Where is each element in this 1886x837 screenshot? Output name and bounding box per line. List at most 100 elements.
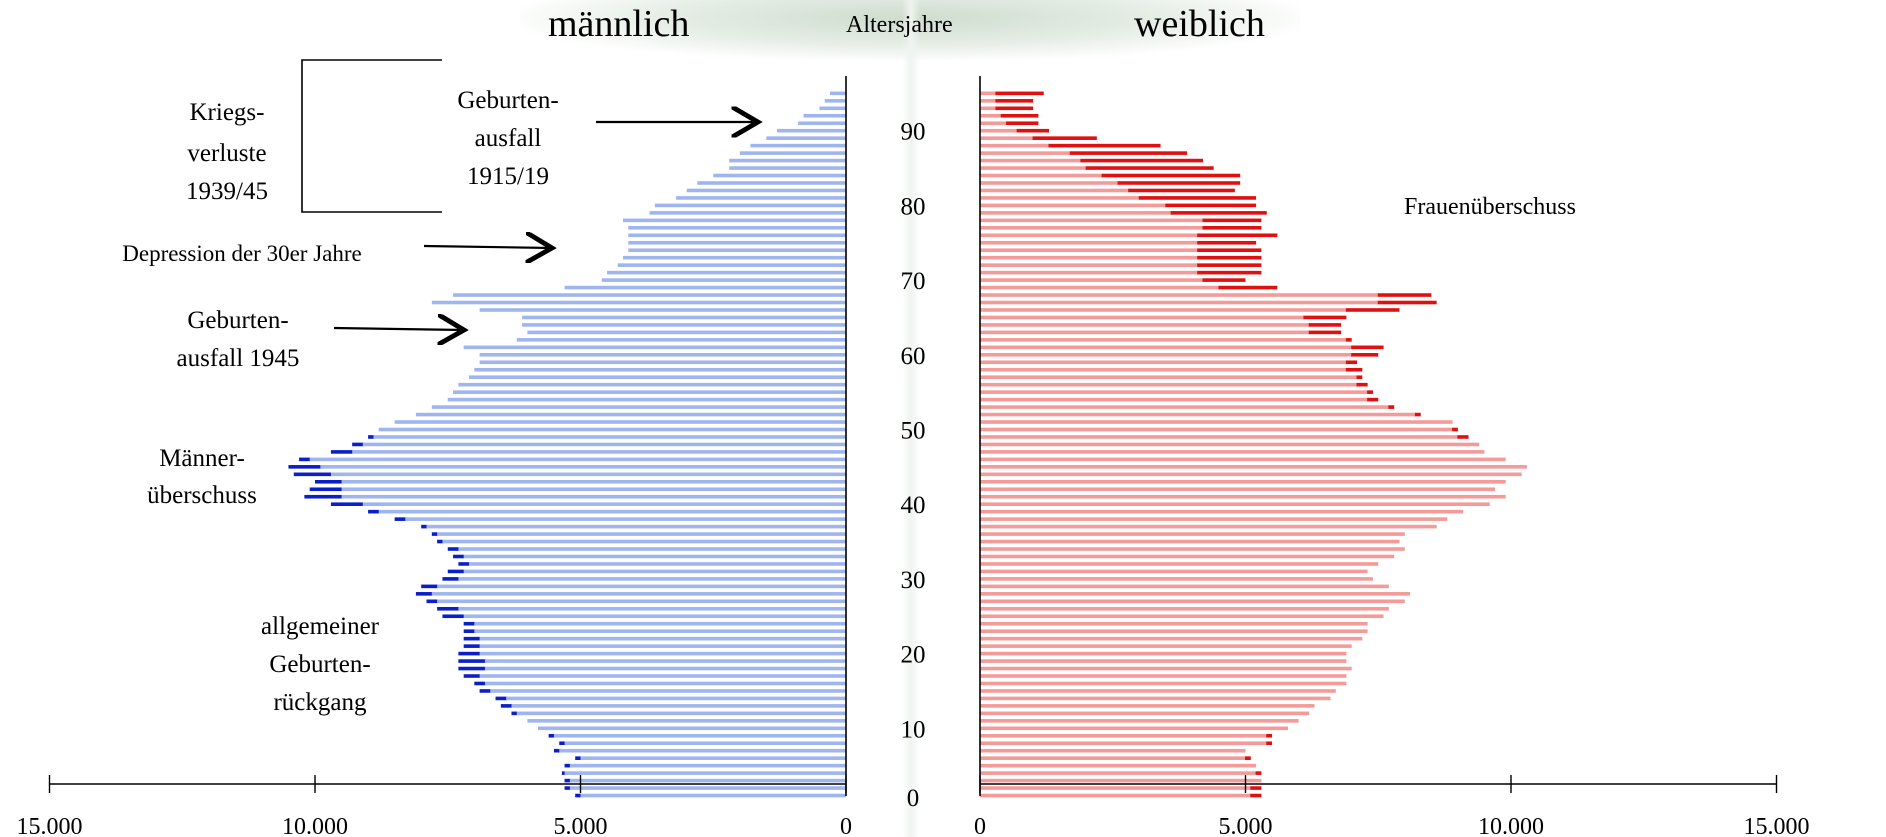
female-bar-age-76 — [980, 233, 1198, 238]
male-bar-age-61 — [463, 345, 846, 350]
geburtenausfall-1915-line-3: 1915/19 — [467, 163, 549, 190]
female-x-tick-label: 10.000 — [1478, 814, 1544, 837]
female-bar-age-19 — [980, 659, 1347, 663]
female-bar-age-30 — [980, 577, 1373, 581]
female-bar-age-73 — [980, 255, 1198, 260]
male-surplus-bar-age-4 — [561, 771, 566, 775]
male-surplus-bar-age-3 — [564, 778, 571, 783]
geburtenausfall-1915-line-1: Geburten- — [457, 87, 558, 114]
male-surplus-bar-age-5 — [564, 763, 571, 768]
male-bar-age-57 — [468, 375, 846, 380]
male-bar-age-2 — [569, 786, 846, 790]
male-surplus-bar-age-40 — [330, 502, 364, 506]
male-bar-age-68 — [453, 293, 846, 297]
age-tick-label: 60 — [901, 343, 926, 370]
male-bar-age-25 — [463, 614, 846, 619]
male-bar-age-24 — [474, 621, 846, 626]
arrow-geburtenausfall-1945 — [333, 328, 464, 330]
female-surplus-bar-age-82 — [1128, 188, 1235, 193]
male-bar-age-19 — [484, 659, 846, 663]
kriegsverluste-bracket — [301, 59, 442, 213]
title-maennlich: männlich — [548, 3, 690, 45]
male-surplus-bar-age-24 — [463, 621, 475, 626]
male-bar-age-22 — [479, 636, 846, 641]
male-bar-age-14 — [506, 696, 846, 701]
female-surplus-bar-age-87 — [1069, 151, 1188, 155]
annotation-depression: Depression der 30er Jahre — [122, 241, 362, 266]
male-surplus-bar-age-21 — [463, 644, 481, 648]
female-bar-age-16 — [980, 681, 1347, 686]
female-bar-age-28 — [980, 592, 1411, 596]
female-bar-age-84 — [980, 173, 1103, 178]
female-surplus-bar-age-90 — [1016, 128, 1050, 133]
female-surplus-bar-age-55 — [1367, 390, 1373, 394]
center-background-strip — [902, 0, 920, 837]
male-surplus-bar-age-33 — [453, 554, 465, 559]
female-surplus-bar-age-92 — [1000, 113, 1039, 118]
female-surplus-bar-age-6 — [1245, 756, 1251, 760]
male-surplus-bar-age-42 — [309, 487, 343, 492]
male-bar-age-58 — [474, 367, 846, 372]
female-surplus-bar-age-59 — [1345, 360, 1358, 365]
age-tick-label: 0 — [907, 785, 920, 812]
male-surplus-bar-age-30 — [442, 577, 459, 581]
female-bar-age-13 — [980, 704, 1315, 708]
female-bar-age-68 — [980, 293, 1379, 297]
axes — [48, 76, 1778, 796]
kriegsverluste-line-1: Kriegs- — [190, 99, 265, 126]
female-surplus-bar-age-78 — [1202, 218, 1262, 223]
male-surplus-bar-age-36 — [431, 532, 438, 536]
male-bar-age-13 — [511, 704, 846, 708]
male-bar-age-89 — [766, 136, 846, 140]
male-bar-age-53 — [431, 405, 846, 409]
female-bar-age-95 — [980, 91, 996, 96]
title-altersjahre: Altersjahre — [846, 12, 953, 38]
male-surplus-bar-age-16 — [474, 681, 486, 686]
male-bar-age-90 — [776, 128, 846, 133]
female-bar-age-87 — [980, 151, 1071, 155]
female-surplus-bar-age-73 — [1197, 255, 1262, 260]
male-surplus-bar-age-17 — [463, 674, 481, 678]
female-surplus-bar-age-75 — [1197, 240, 1257, 245]
male-bar-age-47 — [352, 450, 846, 454]
female-bar-age-7 — [980, 748, 1246, 753]
annotation-geburtenausfall-1915: Geburten- ausfall 1915/19 — [457, 87, 558, 190]
female-surplus-bar-age-4 — [1255, 771, 1262, 775]
male-bar-age-75 — [628, 240, 846, 245]
x-tick-labels: 0 0 5.000 5.000 10.000 10.000 15.000 15.000 — [17, 814, 1810, 837]
female-bar-age-53 — [980, 405, 1389, 409]
female-surplus-bar-age-86 — [1080, 158, 1204, 163]
male-bar-age-5 — [569, 763, 846, 768]
female-bar-age-18 — [980, 666, 1352, 671]
female-bar-age-29 — [980, 584, 1389, 589]
female-surplus-bar-age-85 — [1085, 166, 1214, 170]
male-surplus-bar-age-27 — [426, 599, 438, 604]
female-surplus-bar-age-63 — [1308, 330, 1342, 335]
male-bar-age-51 — [394, 420, 846, 424]
female-surplus-bar-age-56 — [1356, 382, 1368, 387]
female-bar-age-6 — [980, 756, 1246, 760]
female-bars — [980, 91, 1527, 798]
female-bar-age-44 — [980, 472, 1522, 477]
age-tick-label: 40 — [901, 492, 926, 519]
female-bar-age-50 — [980, 427, 1453, 432]
female-bar-age-55 — [980, 390, 1368, 394]
female-bar-age-48 — [980, 442, 1480, 447]
male-bar-age-6 — [580, 756, 846, 760]
male-bar-age-29 — [437, 584, 846, 589]
female-bar-age-78 — [980, 218, 1204, 223]
male-surplus-bar-age-38 — [394, 517, 406, 521]
male-surplus-bar-age-35 — [437, 539, 443, 544]
geburtenausfall-1915-line-2: ausfall — [475, 125, 542, 152]
male-bar-age-84 — [713, 173, 846, 178]
female-bar-age-74 — [980, 248, 1198, 253]
male-surplus-bar-age-28 — [415, 592, 433, 596]
female-surplus-bar-age-77 — [1202, 226, 1262, 230]
male-bar-age-34 — [458, 547, 846, 551]
male-bar-age-23 — [474, 629, 846, 633]
female-bar-age-86 — [980, 158, 1081, 163]
male-x-tick-label: 15.000 — [17, 814, 83, 837]
male-x-tick-label: 5.000 — [554, 814, 608, 837]
age-tick-label: 20 — [901, 642, 926, 669]
female-bar-age-32 — [980, 562, 1379, 566]
